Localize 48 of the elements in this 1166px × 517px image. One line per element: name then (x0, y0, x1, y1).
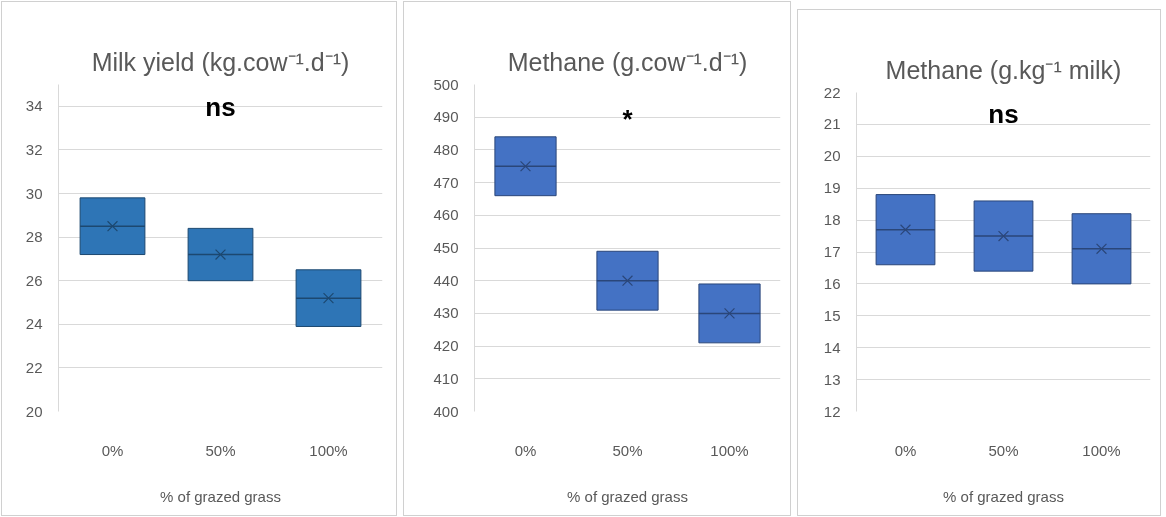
y-tick-label: 440 (433, 271, 459, 289)
y-tick-label: 24 (25, 315, 43, 333)
y-tick-label: 400 (433, 402, 459, 420)
y-tick-label: 22 (823, 83, 841, 101)
x-axis-title: % of grazed grass (943, 487, 1064, 505)
y-tick-label: 30 (25, 184, 43, 202)
y-tick-label: 13 (823, 370, 841, 388)
y-tick-label: 420 (433, 337, 459, 355)
x-tick-label: 50% (612, 441, 643, 459)
y-tick-label: 18 (823, 211, 841, 229)
x-tick-label: 100% (309, 441, 348, 459)
chart-title: Milk yield (kg.cow⁻¹.d⁻¹) (91, 47, 350, 76)
y-tick-label: 480 (433, 140, 459, 158)
x-axis-title: % of grazed grass (160, 487, 281, 505)
x-tick-label: 0% (894, 441, 917, 459)
x-tick-label: 100% (1082, 441, 1121, 459)
chart-title: Methane (g.cow⁻¹.d⁻¹) (507, 47, 748, 76)
chart-title: Methane (g.kg⁻¹ milk) (885, 55, 1122, 84)
x-tick-label: 0% (514, 441, 537, 459)
y-tick-label: 500 (433, 75, 459, 93)
x-axis-title: % of grazed grass (567, 487, 688, 505)
y-tick-label: 17 (823, 243, 841, 260)
y-tick-label: 21 (823, 115, 841, 133)
x-tick-label: 100% (710, 441, 749, 459)
y-tick-label: 20 (25, 402, 43, 420)
annotation: * (622, 103, 634, 134)
y-tick-label: 12 (823, 402, 841, 420)
y-tick-label: 28 (25, 228, 43, 246)
y-tick-label: 22 (25, 358, 43, 376)
x-tick-label: 0% (101, 441, 124, 459)
x-tick-label: 50% (988, 441, 1019, 459)
x-tick-label: 50% (205, 441, 236, 459)
y-tick-label: 490 (433, 108, 459, 126)
annotation: ns (988, 98, 1019, 129)
y-tick-label: 14 (823, 338, 841, 356)
y-tick-label: 410 (433, 369, 459, 387)
y-tick-label: 19 (823, 179, 841, 197)
y-tick-label: 450 (433, 239, 459, 256)
y-tick-label: 430 (433, 304, 459, 322)
y-tick-label: 470 (433, 173, 459, 191)
y-tick-label: 20 (823, 147, 841, 165)
annotation: ns (205, 91, 236, 122)
y-tick-label: 15 (823, 306, 841, 324)
y-tick-label: 32 (25, 140, 43, 158)
y-tick-label: 16 (823, 274, 841, 292)
y-tick-label: 34 (25, 97, 43, 115)
y-tick-label: 26 (25, 271, 43, 289)
y-tick-label: 460 (433, 206, 459, 224)
